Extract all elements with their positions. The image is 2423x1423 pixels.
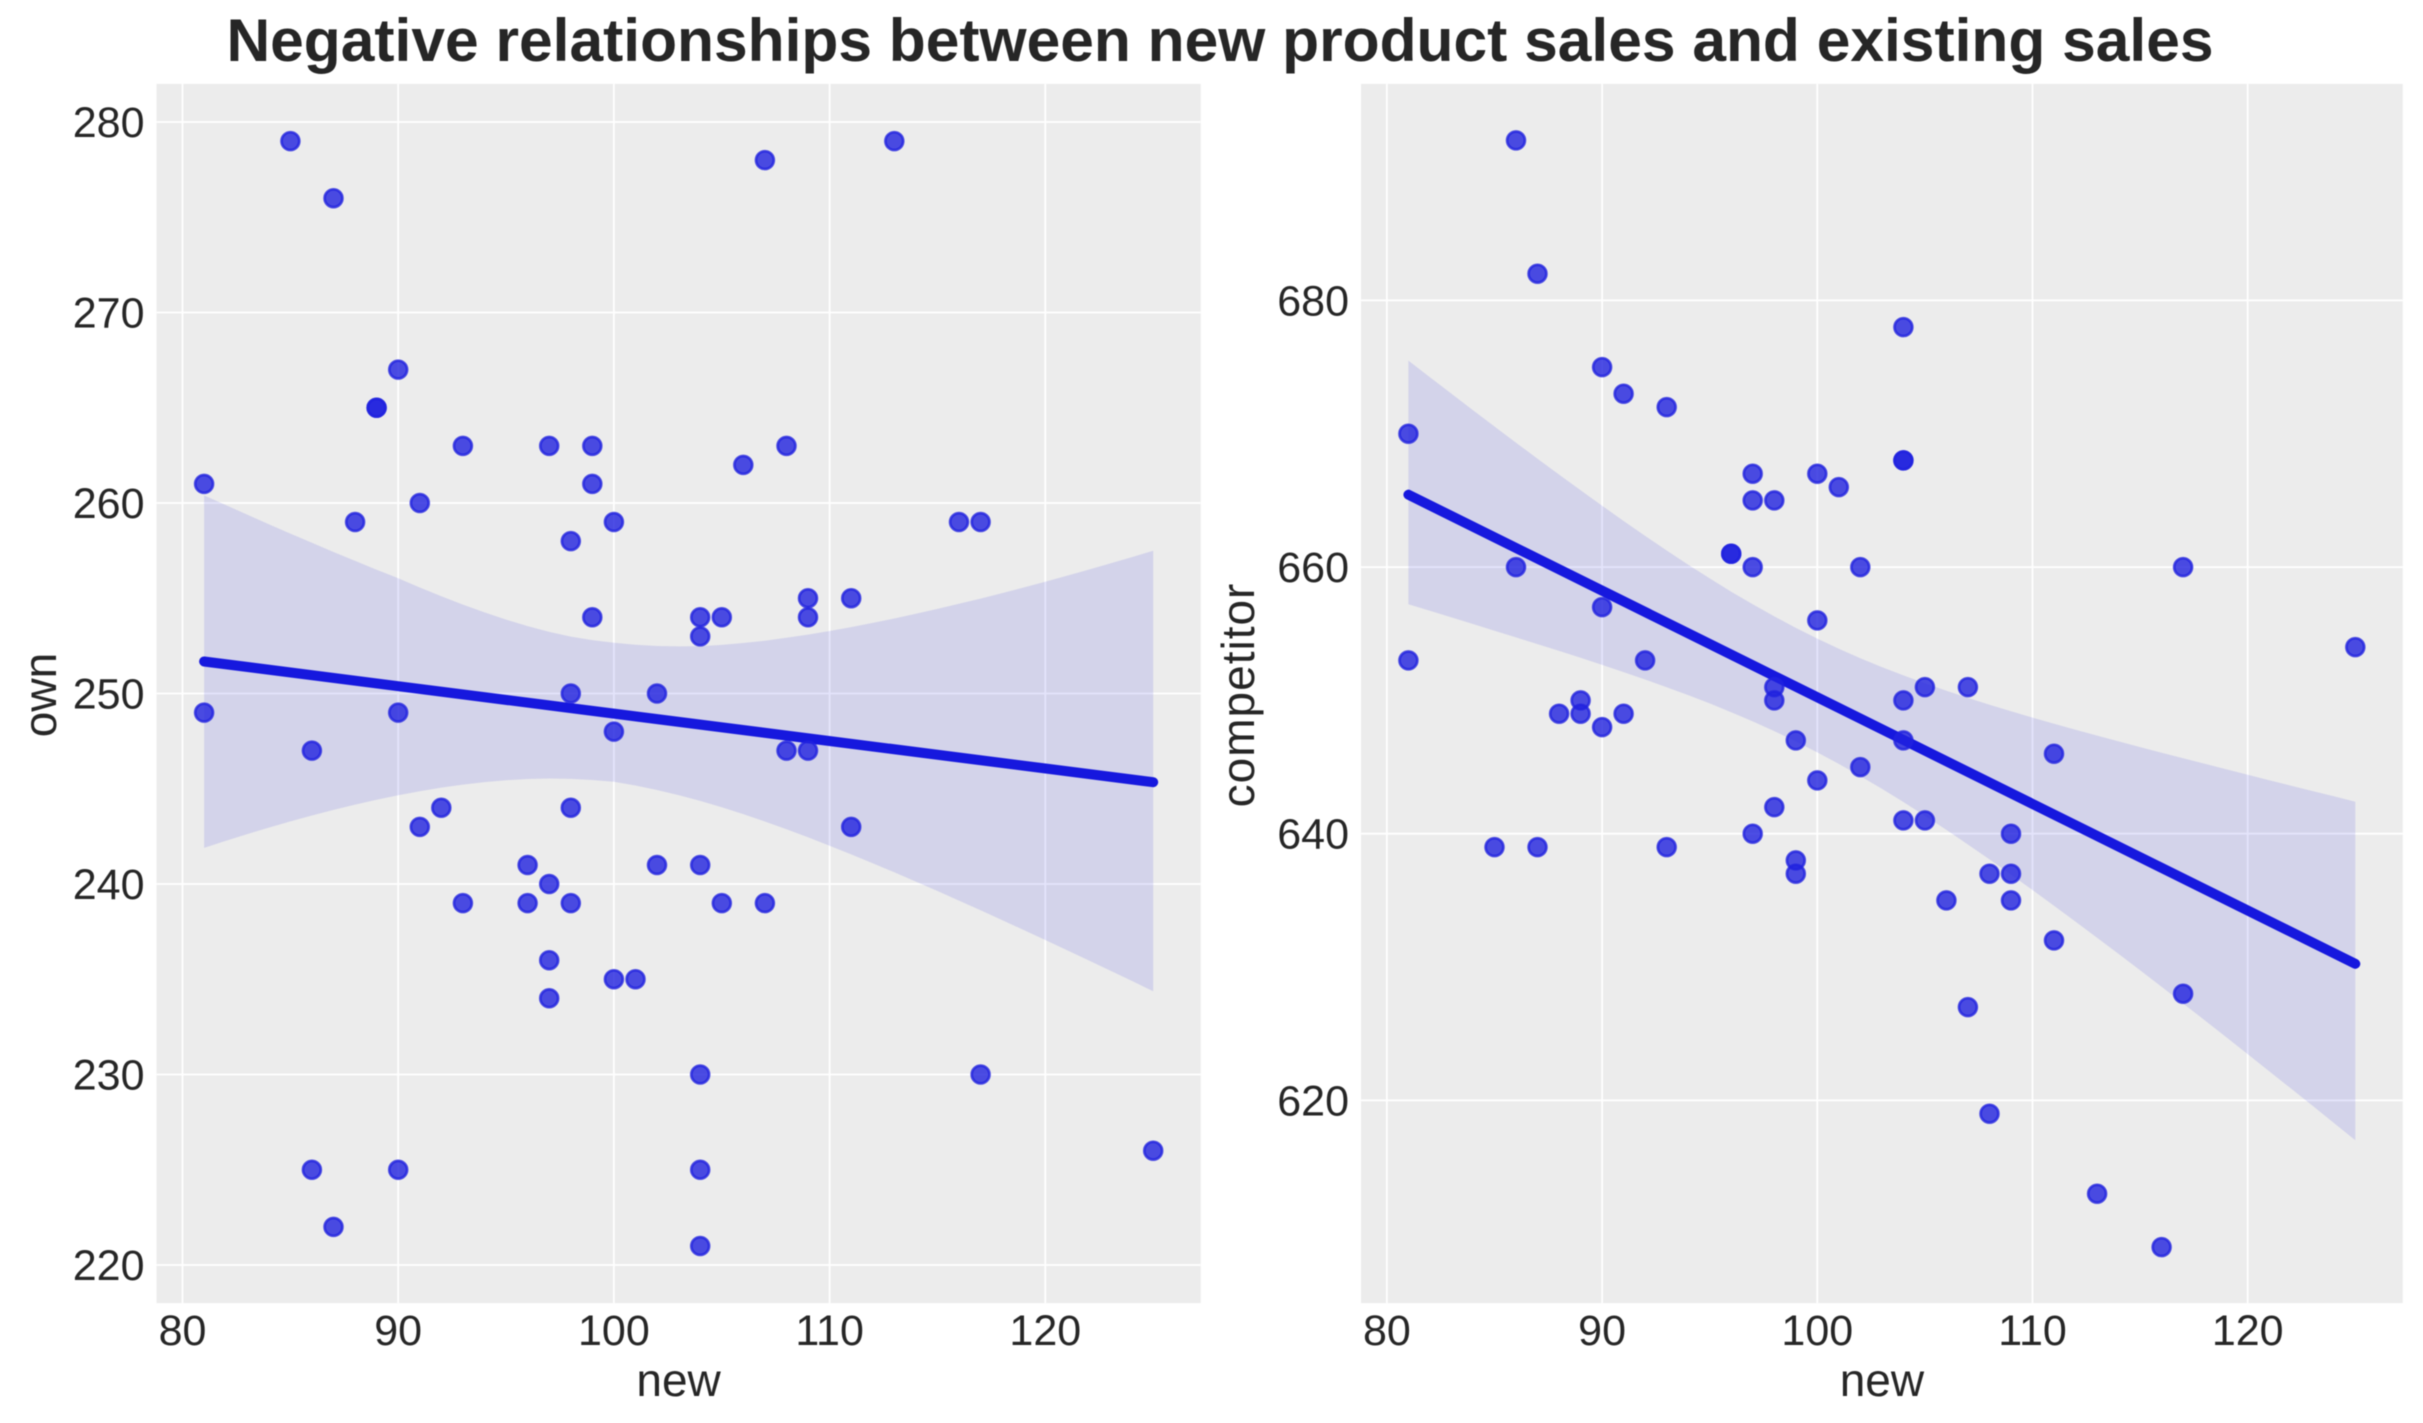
svg-text:230: 230 <box>73 1052 145 1100</box>
svg-text:640: 640 <box>1277 811 1349 859</box>
svg-text:660: 660 <box>1277 544 1349 592</box>
svg-text:110: 110 <box>795 1307 864 1355</box>
svg-text:280: 280 <box>73 99 145 147</box>
svg-text:new: new <box>1840 1354 1925 1406</box>
svg-text:680: 680 <box>1277 277 1349 325</box>
svg-text:100: 100 <box>578 1307 650 1355</box>
svg-text:100: 100 <box>1781 1307 1853 1355</box>
svg-text:240: 240 <box>73 861 145 909</box>
svg-text:260: 260 <box>73 480 145 528</box>
svg-text:own: own <box>14 653 66 737</box>
svg-text:Negative relationships between: Negative relationships between new produ… <box>226 6 2213 74</box>
svg-text:120: 120 <box>2212 1307 2284 1355</box>
svg-text:80: 80 <box>1363 1307 1411 1355</box>
svg-text:220: 220 <box>73 1242 145 1290</box>
svg-text:120: 120 <box>1009 1307 1081 1355</box>
svg-text:competitor: competitor <box>1212 583 1264 808</box>
svg-text:110: 110 <box>1998 1307 2067 1355</box>
svg-text:90: 90 <box>1578 1307 1626 1355</box>
svg-text:620: 620 <box>1277 1077 1349 1125</box>
svg-text:new: new <box>636 1354 721 1406</box>
svg-text:80: 80 <box>159 1307 207 1355</box>
svg-text:270: 270 <box>73 290 145 338</box>
svg-text:90: 90 <box>374 1307 422 1355</box>
svg-text:250: 250 <box>73 671 145 719</box>
